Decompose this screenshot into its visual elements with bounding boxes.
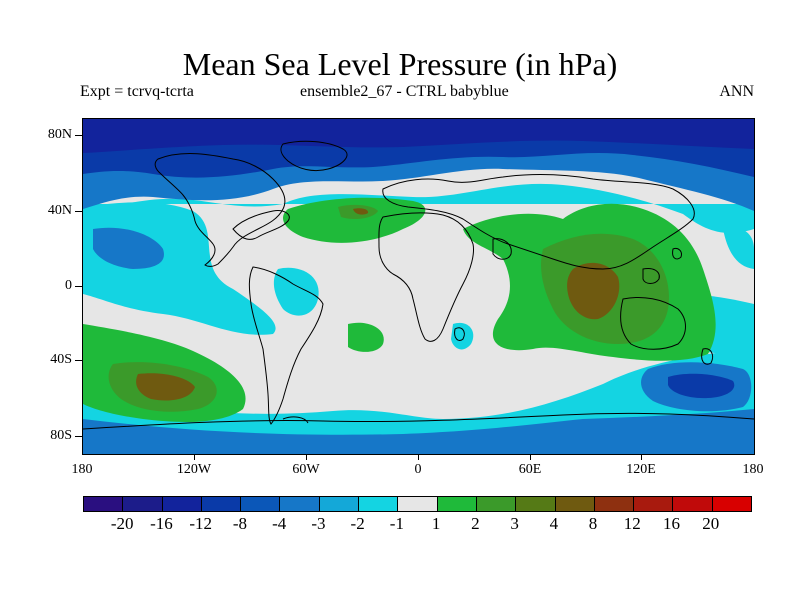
- colorbar-segment: [634, 497, 674, 511]
- colorbar-segment: [123, 497, 163, 511]
- y-tick: [75, 211, 82, 212]
- experiment-label: Expt = tcrvq-tcrta: [80, 83, 194, 100]
- y-tick: [75, 436, 82, 437]
- colorbar: [83, 496, 752, 512]
- page-title: Mean Sea Level Pressure (in hPa): [182, 46, 618, 82]
- colorbar-segment: [398, 497, 438, 511]
- x-tick-label-60e: 60E: [518, 462, 542, 477]
- colorbar-segment: [201, 497, 242, 511]
- colorbar-label: -20: [110, 514, 134, 533]
- season-label: ANN: [719, 83, 754, 100]
- colorbar-label: 1: [431, 514, 441, 533]
- colorbar-segment: [280, 497, 320, 511]
- x-tick-label-180e: 180: [742, 462, 764, 477]
- colorbar-label: 8: [588, 514, 598, 533]
- colorbar-label: 2: [471, 514, 480, 533]
- x-tick: [641, 454, 642, 460]
- colorbar-segment: [673, 497, 713, 511]
- x-tick-label-60w: 60W: [292, 462, 320, 477]
- polar-blue-regions: [83, 119, 754, 153]
- y-tick: [75, 360, 82, 361]
- colorbar-segment: [712, 497, 752, 511]
- colorbar-label: -8: [232, 514, 248, 533]
- colorbar-segment: [319, 497, 360, 511]
- colorbar-label: -16: [150, 514, 173, 533]
- y-tick-label-40n: 40N: [47, 203, 72, 218]
- x-tick-label-120e: 120E: [626, 462, 656, 477]
- y-tick: [75, 286, 82, 287]
- pressure-map: [82, 118, 755, 455]
- map-svg: [83, 119, 754, 454]
- x-tick-label-120w: 120W: [176, 462, 212, 477]
- colorbar-label: -4: [272, 514, 287, 533]
- x-tick: [418, 454, 419, 460]
- coastlines: [83, 140, 754, 430]
- colorbar-label: -12: [189, 514, 213, 533]
- x-tick: [194, 454, 195, 460]
- colorbar-label: 20: [702, 514, 720, 533]
- colorbar-label: -2: [350, 514, 365, 533]
- colorbar-segment: [359, 497, 399, 511]
- colorbar-label: 4: [549, 514, 559, 533]
- colorbar-label: -3: [311, 514, 326, 533]
- colorbar-segment: [437, 497, 477, 511]
- ensemble-label: ensemble2_67 - CTRL babyblue: [300, 83, 509, 100]
- colorbar-segment: [594, 497, 635, 511]
- x-tick-label-0: 0: [414, 462, 422, 477]
- colorbar-segment: [162, 497, 202, 511]
- colorbar-segment: [241, 497, 281, 511]
- colorbar-label: 12: [623, 514, 641, 533]
- colorbar-segment: [555, 497, 595, 511]
- x-tick: [530, 454, 531, 460]
- x-tick-label-180w: 180: [71, 462, 93, 477]
- y-tick-label-80s: 80S: [50, 428, 72, 443]
- colorbar-label: 16: [663, 514, 681, 533]
- y-tick: [75, 135, 82, 136]
- colorbar-segment: [84, 497, 124, 511]
- y-tick-label-80n: 80N: [47, 127, 72, 142]
- y-tick-label-0: 0: [65, 278, 72, 293]
- y-tick-label-40s: 40S: [50, 352, 72, 367]
- colorbar-segment: [516, 497, 556, 511]
- x-tick: [306, 454, 307, 460]
- brown-regions: [136, 208, 620, 401]
- colorbar-segment: [476, 497, 517, 511]
- colorbar-label: 3: [510, 514, 519, 533]
- colorbar-label: -1: [389, 514, 404, 533]
